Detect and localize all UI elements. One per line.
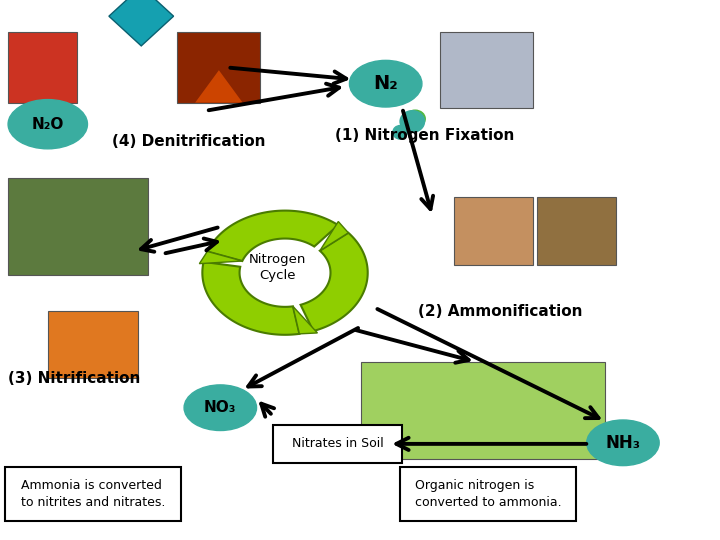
Ellipse shape bbox=[349, 60, 422, 107]
Text: Nitrates in Soil: Nitrates in Soil bbox=[292, 437, 383, 450]
FancyBboxPatch shape bbox=[440, 32, 533, 108]
Ellipse shape bbox=[587, 420, 660, 465]
Ellipse shape bbox=[405, 110, 426, 127]
FancyBboxPatch shape bbox=[8, 32, 76, 103]
Text: Organic nitrogen is
converted to ammonia.: Organic nitrogen is converted to ammonia… bbox=[415, 479, 562, 509]
Ellipse shape bbox=[393, 126, 408, 139]
Polygon shape bbox=[202, 262, 300, 335]
Polygon shape bbox=[300, 233, 368, 331]
Ellipse shape bbox=[8, 99, 87, 149]
Ellipse shape bbox=[184, 385, 256, 430]
Ellipse shape bbox=[400, 111, 425, 132]
Text: N₂: N₂ bbox=[373, 74, 398, 93]
Text: NH₃: NH₃ bbox=[606, 434, 641, 452]
Text: N₂O: N₂O bbox=[32, 117, 64, 132]
FancyBboxPatch shape bbox=[177, 32, 260, 103]
Polygon shape bbox=[293, 306, 318, 334]
Text: (2) Ammonification: (2) Ammonification bbox=[418, 304, 582, 319]
Polygon shape bbox=[109, 0, 174, 46]
Polygon shape bbox=[195, 70, 243, 103]
Polygon shape bbox=[320, 221, 348, 251]
FancyBboxPatch shape bbox=[400, 467, 576, 521]
FancyBboxPatch shape bbox=[361, 362, 605, 459]
Text: NO₃: NO₃ bbox=[204, 400, 237, 415]
FancyBboxPatch shape bbox=[4, 467, 181, 521]
FancyBboxPatch shape bbox=[273, 425, 402, 463]
Text: (3) Nitrification: (3) Nitrification bbox=[8, 372, 140, 387]
Polygon shape bbox=[199, 252, 243, 264]
Text: Ammonia is converted
to nitrites and nitrates.: Ammonia is converted to nitrites and nit… bbox=[21, 479, 165, 509]
Text: (1) Nitrogen Fixation: (1) Nitrogen Fixation bbox=[336, 129, 515, 144]
FancyBboxPatch shape bbox=[536, 197, 616, 265]
FancyBboxPatch shape bbox=[48, 310, 138, 378]
FancyBboxPatch shape bbox=[454, 197, 533, 265]
FancyBboxPatch shape bbox=[8, 178, 148, 275]
Text: Nitrogen
Cycle: Nitrogen Cycle bbox=[249, 253, 307, 282]
Text: (4) Denitrification: (4) Denitrification bbox=[112, 134, 266, 149]
Polygon shape bbox=[207, 211, 338, 261]
